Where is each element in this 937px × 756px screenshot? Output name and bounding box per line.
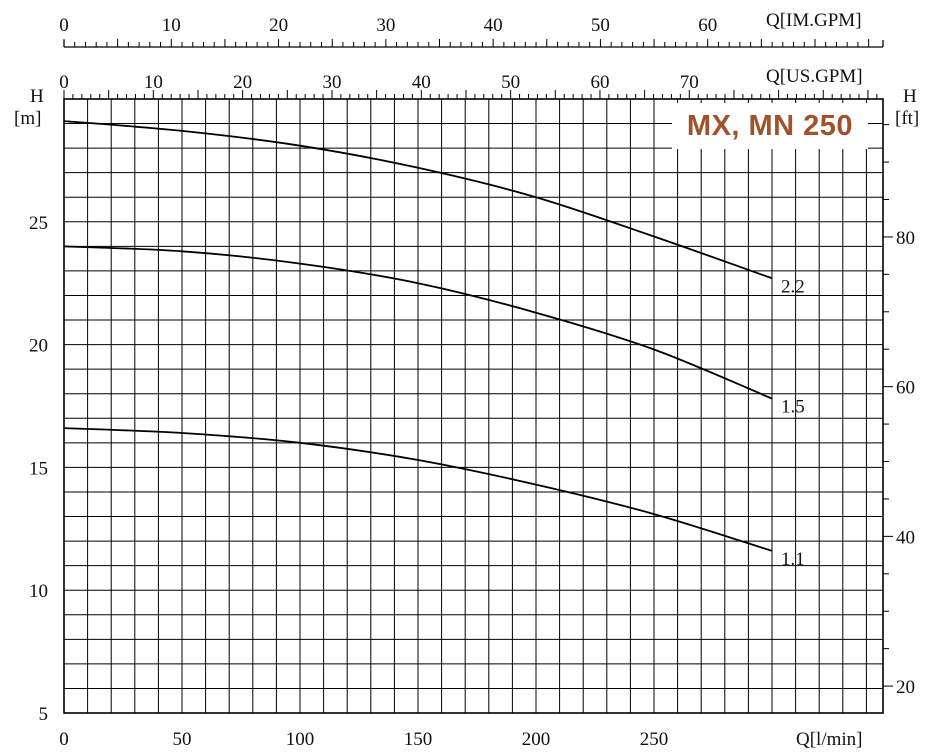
curve-2-2	[63, 120, 773, 280]
x-primary-tick-label: 200	[522, 729, 551, 750]
grid	[64, 99, 883, 713]
plot-frame	[63, 98, 884, 714]
us-gpm-tick-label: 20	[233, 72, 252, 93]
x-primary-axis-label: Q[l/min]	[796, 729, 863, 750]
curve-1-1	[63, 427, 773, 552]
y-left-tick-label: 20	[29, 336, 48, 357]
chart-title: MX, MN 250	[672, 103, 868, 149]
y-left-tick-label: 15	[29, 458, 48, 479]
im-gpm-tick-label: 0	[59, 15, 69, 36]
y-right-tick-label: 40	[896, 527, 915, 548]
us-gpm-tick-label: 10	[144, 72, 163, 93]
x-primary-tick-label: 100	[286, 729, 315, 750]
x-primary-tick-label: 50	[173, 729, 192, 750]
us-gpm-tick-label: 50	[501, 72, 520, 93]
im-gpm-tick-label: 30	[376, 15, 395, 36]
y-left-tick-label: 25	[29, 213, 48, 234]
y-right-tick-label: 60	[896, 378, 915, 399]
y-right-axis-unit: [ft]	[895, 108, 919, 129]
im-gpm-tick-label: 10	[162, 15, 181, 36]
y-left-axis-unit: [m]	[14, 108, 41, 129]
x-us-gpm-axis-label: Q[US.GPM]	[766, 66, 863, 87]
y-right-axis-label: H	[903, 86, 917, 107]
im-gpm-tick-label: 50	[591, 15, 610, 36]
us-gpm-tick-label: 40	[412, 72, 431, 93]
us-gpm-tick-label: 0	[59, 72, 69, 93]
y-right-tick-label: 20	[896, 677, 915, 698]
curve-label: 2.2	[781, 276, 805, 297]
curves: 2.2 1.5 1.1	[63, 120, 805, 570]
y-left-tick-label: 5	[39, 704, 49, 725]
curve-label: 1.1	[781, 549, 805, 570]
x-primary-tick-label: 150	[404, 729, 433, 750]
ticks: 0 50 100 150 200 250 0 10 20 30 40 50 60 70 0 10 20 30 40 5…	[29, 15, 915, 750]
us-gpm-tick-label: 30	[322, 72, 341, 93]
y-left-tick-label: 10	[29, 581, 48, 602]
us-gpm-tick-label: 60	[590, 72, 609, 93]
x-primary-tick-label: 250	[640, 729, 669, 750]
curve-label: 1.5	[781, 397, 805, 418]
im-gpm-tick-label: 60	[698, 15, 717, 36]
im-gpm-tick-label: 40	[484, 15, 503, 36]
y-left-axis-label: H	[30, 86, 44, 107]
y-right-tick-label: 80	[896, 228, 915, 249]
x-primary-tick-label: 0	[59, 729, 69, 750]
curve-1-5	[63, 245, 773, 400]
x-im-gpm-axis-label: Q[IM.GPM]	[766, 10, 862, 31]
im-gpm-tick-label: 20	[269, 15, 288, 36]
us-gpm-tick-label: 70	[680, 72, 699, 93]
